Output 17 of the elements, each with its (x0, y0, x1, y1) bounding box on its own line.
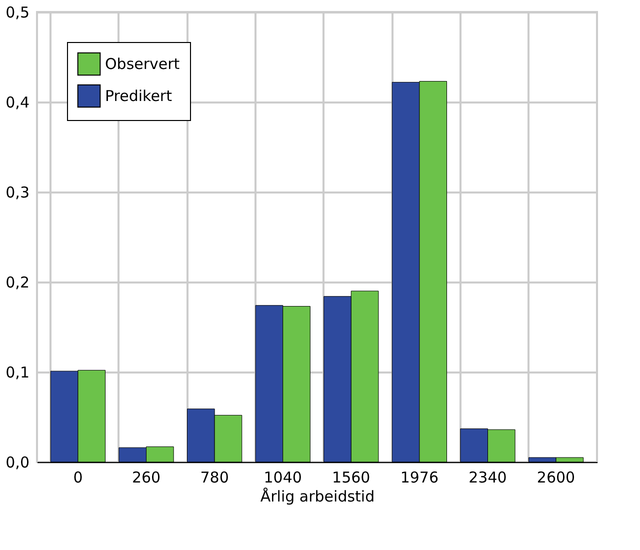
x-tick-label: 260 (132, 468, 161, 486)
y-tick-label: 0,2 (6, 274, 30, 292)
x-tick-label: 1560 (332, 468, 370, 486)
x-tick-label: 2600 (536, 468, 576, 486)
x-tick-label: 2340 (468, 468, 507, 486)
y-tick-label: 0,0 (6, 454, 30, 472)
x-tick-label: 780 (200, 468, 229, 486)
x-tick-label: 0 (73, 468, 83, 486)
y-tick-label: 0,3 (6, 184, 30, 202)
y-tick-label: 0,4 (6, 94, 30, 112)
y-tick-label: 0,1 (6, 364, 30, 382)
y-tick-label: 0,5 (6, 4, 30, 22)
legend-label: Predikert (105, 87, 172, 105)
legend-label: Observert (105, 55, 180, 73)
x-axis-title: Årlig arbeidstid (260, 488, 375, 506)
x-tick-label: 1976 (400, 468, 439, 486)
x-tick-label: 1040 (264, 468, 302, 486)
